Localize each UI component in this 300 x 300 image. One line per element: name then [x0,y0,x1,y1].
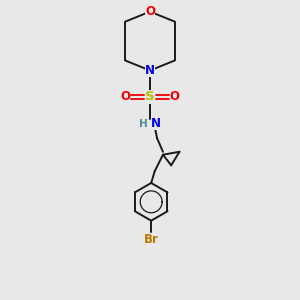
Text: H: H [139,119,147,129]
Text: N: N [145,64,155,77]
Text: Br: Br [144,233,159,246]
Text: O: O [120,91,130,103]
Text: N: N [151,117,161,130]
Text: O: O [170,91,180,103]
Text: S: S [145,91,155,103]
Text: O: O [145,5,155,18]
